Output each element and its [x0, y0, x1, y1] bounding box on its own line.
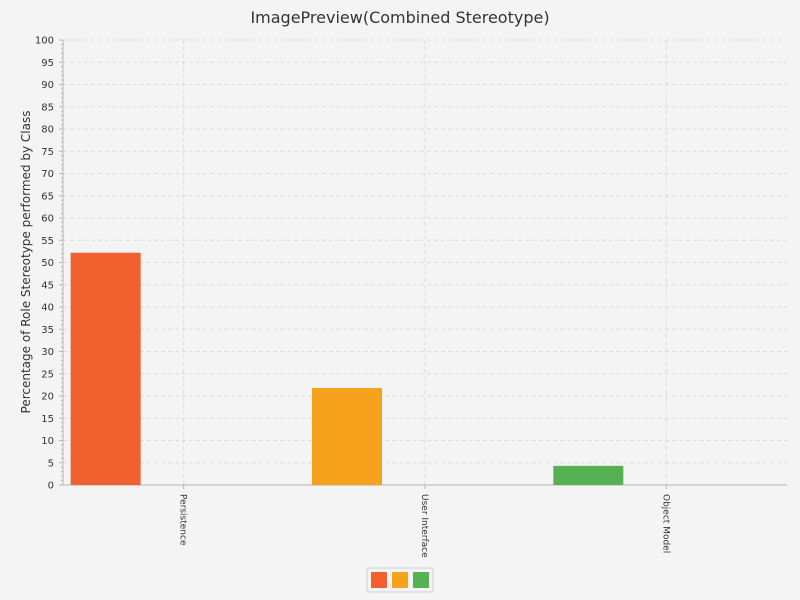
bar-user-interface: [312, 387, 382, 485]
y-tick-label: 95: [41, 58, 54, 69]
y-tick-label: 35: [41, 325, 54, 336]
legend: [366, 567, 434, 593]
y-tick-label: 75: [41, 147, 54, 158]
x-tick-label: Object Model: [660, 494, 670, 553]
y-tick-label: 50: [41, 258, 54, 269]
y-axis-label: Percentage of Role Stereotype performed …: [19, 111, 33, 414]
y-tick-label: 70: [41, 169, 54, 180]
y-tick-label: 80: [41, 125, 54, 136]
x-tick-label: User Interface: [419, 494, 429, 558]
plot-area: 0 5 10 15 20 25 30 35 40 45 50 55 60 65 70 75 80 85 90 95 10…: [35, 36, 787, 558]
y-tick-label: 20: [41, 392, 54, 403]
y-tick-label: 10: [41, 436, 54, 447]
legend-swatch: [392, 572, 408, 588]
y-tick-label: 40: [41, 303, 54, 314]
legend-swatch: [371, 572, 387, 588]
y-tick-label: 30: [41, 347, 54, 358]
x-tick-label: Persistence: [178, 494, 188, 546]
bar-object-model: [553, 465, 624, 485]
y-tick-label: 100: [35, 36, 54, 47]
chart-title: ImagePreview(Combined Stereotype): [250, 8, 549, 27]
y-tick-label: 5: [48, 458, 54, 469]
y-tick-label: 65: [41, 191, 54, 202]
y-tick-label: 55: [41, 236, 54, 247]
y-tick-label: 45: [41, 280, 54, 291]
y-tick-label: 85: [41, 102, 54, 113]
y-tick-label: 15: [41, 414, 54, 425]
y-tick-label: 25: [41, 369, 54, 380]
y-tick-label: 0: [48, 481, 54, 492]
y-tick-label: 60: [41, 214, 54, 225]
bar-persistence: [70, 252, 141, 485]
y-tick-label: 90: [41, 80, 54, 91]
legend-swatch: [413, 572, 429, 588]
